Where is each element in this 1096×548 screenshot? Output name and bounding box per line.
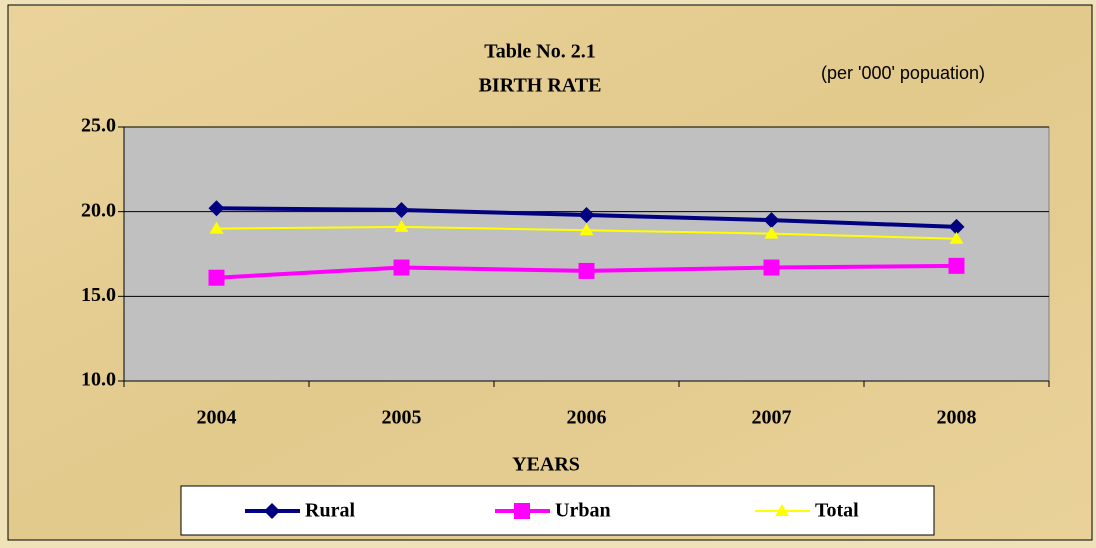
data-point — [208, 200, 225, 217]
y-tick-label: 25.0 — [81, 115, 116, 137]
legend-label: Urban — [555, 500, 611, 522]
data-point — [763, 259, 780, 276]
x-tick-label: 2005 — [382, 407, 422, 429]
chart-subtitle: BIRTH RATE — [479, 75, 602, 97]
chart-title: Table No. 2.1 — [484, 41, 596, 63]
legend-marker — [775, 504, 789, 516]
data-point — [393, 259, 410, 276]
legend-label: Total — [815, 500, 859, 522]
annotation: (per '000' popuation) — [821, 63, 985, 83]
data-point — [578, 207, 595, 224]
data-point — [578, 262, 595, 279]
data-point — [948, 257, 965, 274]
x-tick-label: 2004 — [197, 407, 237, 429]
plot-area — [123, 126, 1050, 382]
data-point — [579, 223, 594, 236]
data-point — [948, 218, 965, 235]
data-point — [208, 269, 225, 286]
data-point — [209, 221, 224, 234]
data-point — [394, 219, 409, 232]
data-point — [764, 226, 779, 239]
legend-marker — [264, 503, 280, 519]
x-tick-label: 2008 — [937, 407, 977, 429]
legend-label: Rural — [305, 500, 355, 522]
y-tick-label: 15.0 — [81, 284, 116, 306]
data-point — [763, 212, 780, 229]
legend-marker — [514, 503, 530, 519]
y-tick-label: 10.0 — [81, 369, 116, 391]
x-tick-label: 2006 — [567, 407, 607, 429]
data-point — [949, 231, 964, 244]
x-tick-label: 2007 — [752, 407, 792, 429]
y-tick-label: 20.0 — [81, 199, 116, 221]
x-axis-label: YEARS — [512, 454, 580, 476]
data-point — [393, 201, 410, 218]
